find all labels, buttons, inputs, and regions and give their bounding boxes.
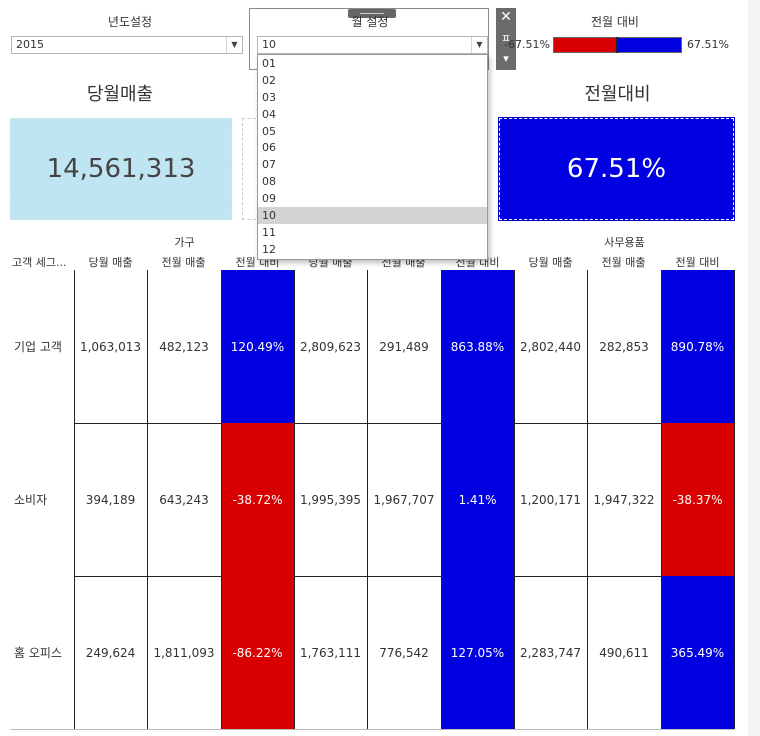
- dropdown-option[interactable]: 12: [262, 242, 276, 256]
- column-divider: [514, 270, 515, 729]
- dropdown-option[interactable]: 08: [262, 175, 276, 189]
- sales-cell[interactable]: 1,763,111: [299, 645, 362, 660]
- sales-cell[interactable]: 1,967,707: [373, 492, 435, 507]
- legend-max: 67.51%: [687, 38, 729, 51]
- dropdown-option[interactable]: 04: [262, 107, 276, 121]
- mom-cell[interactable]: -38.72%: [221, 423, 294, 576]
- month-filter-label: 월 설정: [351, 15, 389, 29]
- menu-icon[interactable]: ▾: [503, 52, 509, 65]
- sales-cell[interactable]: 249,624: [85, 645, 136, 660]
- chevron-down-icon[interactable]: ▼: [226, 37, 242, 53]
- legend-negative-bar: [553, 37, 617, 53]
- kpi-mom-title: 전월대비: [584, 84, 651, 105]
- mom-cell[interactable]: 863.88%: [441, 270, 514, 423]
- card-toolbar: ✕ ㅍ ▾: [496, 8, 516, 70]
- sales-cell[interactable]: 2,283,747: [519, 645, 582, 660]
- crosstab: 기업 고객 1,063,013 482,123 120.49% 2,809,623 291…: [10, 270, 735, 730]
- row-label: 홈 오피스: [14, 646, 62, 660]
- row-divider: [74, 423, 734, 424]
- row-header: 고객 세그...: [12, 256, 67, 269]
- sales-cell[interactable]: 643,243: [159, 492, 209, 507]
- dropdown-option[interactable]: 09: [262, 192, 276, 206]
- drag-handle[interactable]: [348, 9, 396, 18]
- year-filter-label: 년도설정: [107, 15, 153, 29]
- month-dropdown-list: 01 02 03 04 05 06 07 08 09 10 11 12: [257, 54, 488, 260]
- legend-midpoint: [616, 37, 618, 53]
- dropdown-option[interactable]: 06: [262, 141, 276, 155]
- row-label: 기업 고객: [14, 340, 62, 354]
- sales-cell[interactable]: 490,611: [599, 645, 649, 660]
- close-icon[interactable]: ✕: [500, 9, 512, 25]
- sales-cell[interactable]: 776,542: [379, 645, 429, 660]
- column-divider: [221, 270, 222, 729]
- kpi-sales-title: 당월매출: [86, 84, 154, 105]
- mom-cell[interactable]: 120.49%: [221, 270, 294, 423]
- dropdown-option[interactable]: 07: [262, 158, 276, 172]
- kpi-placeholder-tile: [242, 118, 256, 220]
- sales-cell[interactable]: 1,063,013: [79, 339, 142, 354]
- col-header: 전월 매출: [161, 256, 206, 269]
- year-select-value: 2015: [16, 38, 44, 51]
- category-header-furniture: 가구: [174, 236, 195, 249]
- legend-positive-bar: [617, 37, 682, 53]
- column-divider: [74, 270, 75, 729]
- sales-cell[interactable]: 2,809,623: [299, 339, 362, 354]
- scrollbar-track[interactable]: [748, 0, 760, 736]
- sales-cell[interactable]: 1,995,395: [299, 492, 362, 507]
- mom-cell[interactable]: 1.41%: [441, 423, 514, 576]
- dropdown-option[interactable]: 05: [262, 124, 276, 138]
- category-header-office: 사무용품: [604, 236, 645, 249]
- sales-cell[interactable]: 394,189: [85, 492, 136, 507]
- row-divider: [74, 576, 734, 577]
- year-select[interactable]: 2015 ▼: [11, 36, 243, 54]
- dropdown-option[interactable]: 02: [262, 73, 276, 87]
- column-divider: [441, 270, 442, 729]
- dropdown-option[interactable]: 11: [262, 225, 276, 239]
- chevron-down-icon[interactable]: ▼: [471, 37, 487, 53]
- row-label: 소비자: [14, 493, 48, 507]
- sales-cell[interactable]: 291,489: [379, 339, 429, 354]
- column-divider: [294, 270, 295, 729]
- sales-cell[interactable]: 282,853: [599, 339, 649, 354]
- col-header: 전월 매출: [601, 256, 646, 269]
- kpi-mom-tile[interactable]: 67.51%: [498, 117, 735, 221]
- dropdown-option[interactable]: 01: [262, 57, 276, 70]
- month-select-value: 10: [262, 38, 276, 51]
- mom-legend-title: 전월 대비: [591, 15, 639, 29]
- kpi-sales-value: 14,561,313: [46, 154, 196, 184]
- mom-cell[interactable]: -38.37%: [661, 423, 734, 576]
- column-divider: [734, 270, 735, 729]
- mom-cell[interactable]: 890.78%: [661, 270, 734, 423]
- dropdown-option[interactable]: 10: [258, 207, 487, 224]
- month-select[interactable]: 10 ▼: [257, 36, 488, 54]
- col-header: 당월 매출: [88, 256, 133, 269]
- sales-cell[interactable]: 482,123: [159, 339, 209, 354]
- sales-cell[interactable]: 1,200,171: [519, 492, 582, 507]
- sales-cell[interactable]: 2,802,440: [519, 339, 582, 354]
- mom-cell[interactable]: 365.49%: [661, 576, 734, 729]
- column-divider: [661, 270, 662, 729]
- legend-min: -67.51%: [504, 38, 550, 51]
- kpi-sales-tile[interactable]: 14,561,313: [10, 118, 232, 220]
- column-divider: [147, 270, 148, 729]
- pin-icon[interactable]: ㅍ: [500, 32, 512, 45]
- mom-cell[interactable]: -86.22%: [221, 576, 294, 729]
- column-divider: [367, 270, 368, 729]
- kpi-mom-value: 67.51%: [566, 154, 667, 184]
- column-divider: [587, 270, 588, 729]
- col-header: 전월 대비: [675, 256, 720, 269]
- mom-cell[interactable]: 127.05%: [441, 576, 514, 729]
- dropdown-option[interactable]: 03: [262, 90, 276, 104]
- sales-cell[interactable]: 1,811,093: [153, 645, 215, 660]
- col-header: 당월 매출: [528, 256, 573, 269]
- table-bottom-border: [10, 729, 734, 730]
- sales-cell[interactable]: 1,947,322: [593, 492, 655, 507]
